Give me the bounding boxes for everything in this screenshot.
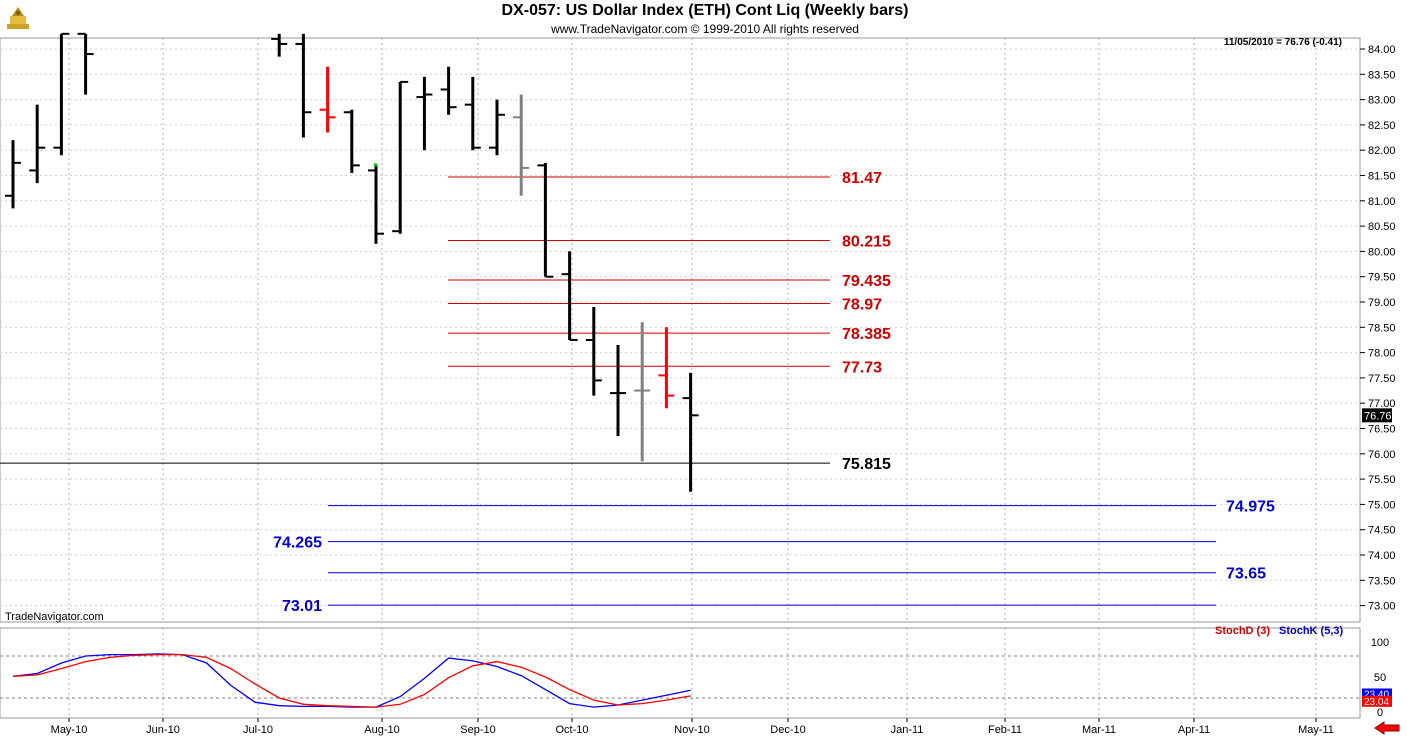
y-tick-label: 77.00: [1368, 398, 1396, 410]
y-tick-label: 79.00: [1368, 297, 1396, 309]
y-tick-label: 83.50: [1368, 69, 1396, 81]
y-tick-label: 74.50: [1368, 525, 1396, 537]
ohlc-bar: [513, 94, 530, 196]
x-tick-label: Oct-10: [555, 724, 588, 736]
x-tick-label: Apr-11: [1178, 724, 1210, 736]
ohlc-bar: [271, 33, 288, 57]
ohlc-bar: [658, 327, 675, 409]
level-label: 73.65: [1226, 566, 1266, 583]
y-tick-label: 78.50: [1368, 322, 1396, 334]
chart-title: DX-057: US Dollar Index (ETH) Cont Liq (…: [501, 2, 909, 19]
level-label: 79.435: [842, 273, 891, 290]
ohlc-bar: [53, 32, 70, 156]
tradenavigator-logo-icon: [7, 7, 29, 29]
x-tick-label: Jul-10: [243, 724, 273, 736]
stochd-legend[interactable]: StochD (3): [1215, 625, 1270, 637]
stoch-y-tick-label: 50: [1374, 672, 1386, 684]
x-tick-label: Aug-10: [364, 724, 399, 736]
ohlc-bar: [5, 140, 21, 209]
y-tick-label: 77.50: [1368, 373, 1396, 385]
level-label: 78.385: [842, 326, 891, 343]
x-tick-label: Jun-10: [146, 724, 180, 736]
y-tick-label: 83.00: [1368, 95, 1396, 107]
last-price-label: 76.76: [1364, 410, 1392, 422]
ohlc-bar: [343, 109, 360, 173]
x-tick-label: Dec-10: [770, 724, 805, 736]
bar-marker: [374, 163, 377, 167]
ohlc-bar: [489, 99, 505, 156]
stochastic-panel: [0, 653, 1360, 708]
y-tick-label: 80.00: [1368, 246, 1396, 258]
stochk-value-label: 23.40: [1364, 690, 1389, 701]
scroll-left-arrow-icon[interactable]: [1374, 721, 1400, 735]
ohlc-bar: [537, 162, 554, 278]
ohlc-bar: [416, 76, 433, 151]
ohlc-bar: [464, 76, 481, 151]
stochd-value-box: [1362, 695, 1392, 707]
y-tick-label: 80.50: [1368, 221, 1396, 233]
x-tick-label: Nov-10: [674, 724, 709, 736]
x-tick-label: May-10: [51, 724, 88, 736]
level-label: 78.97: [842, 297, 882, 314]
price-levels: 81.47 80.215 79.435 78.97 78.385 77.73 75.815 7…: [0, 170, 1275, 615]
ohlc-bar: [682, 372, 699, 492]
level-label: 77.73: [842, 359, 882, 376]
stochd-value-label: 23.04: [1364, 697, 1389, 708]
level-label: 80.215: [842, 234, 891, 251]
y-tick-label: 78.00: [1368, 348, 1396, 360]
ohlc-bar: [319, 66, 336, 133]
y-tick-label: 73.00: [1368, 601, 1396, 613]
chart-subtitle: www.TradeNavigator.com © 1999-2010 All r…: [551, 22, 859, 36]
x-tick-label: Feb-11: [988, 724, 1022, 736]
y-tick-label: 81.00: [1368, 196, 1396, 208]
stochd-line: [12, 653, 691, 708]
grid: [0, 37, 1361, 719]
ohlc-bar: [295, 33, 312, 138]
y-tick-label: 75.50: [1368, 474, 1396, 486]
price-bars: [5, 32, 699, 492]
y-tick-label: 75.00: [1368, 499, 1396, 511]
ohlc-bar: [77, 32, 94, 95]
x-tick-label: May-11: [1298, 724, 1334, 736]
price-readout: 11/05/2010 = 76.76 (-0.41): [1223, 37, 1342, 48]
level-label: 81.47: [842, 170, 882, 187]
level-label: 74.975: [1226, 499, 1275, 516]
ohlc-bar: [585, 307, 602, 396]
y-tick-label: 82.00: [1368, 145, 1396, 157]
ohlc-bar: [29, 104, 46, 184]
y-tick-label: 81.50: [1368, 171, 1396, 183]
stoch-y-tick-label: 100: [1371, 637, 1389, 649]
watermark: TradeNavigator.com: [5, 611, 104, 623]
stochk-value-box: [1362, 688, 1392, 700]
stochk-legend[interactable]: StochK (5,3): [1279, 625, 1344, 637]
stochk-line: [12, 653, 691, 708]
ohlc-bar: [392, 80, 409, 234]
y-tick-label: 82.50: [1368, 120, 1396, 132]
y-tick-label: 76.50: [1368, 424, 1396, 436]
axes: 84.00 83.50 83.00 82.50 82.00 81.50 81.00 80.50…: [51, 44, 1396, 736]
level-label: 73.01: [282, 598, 322, 615]
ohlc-bar: [610, 345, 626, 437]
ohlc-bar: [368, 165, 384, 244]
x-tick-label: Jan-11: [891, 724, 924, 736]
ohlc-bar: [634, 322, 651, 462]
level-label: 74.265: [273, 535, 322, 552]
ohlc-bar: [561, 251, 578, 341]
y-tick-label: 73.50: [1368, 575, 1396, 587]
level-label: 75.815: [842, 456, 891, 473]
ohlc-bar: [440, 66, 457, 115]
y-tick-label: 76.00: [1368, 449, 1396, 461]
price-panel-frame: [0, 37, 1361, 623]
y-tick-label: 84.00: [1368, 44, 1396, 56]
last-price-box: [1362, 408, 1392, 423]
x-tick-label: Mar-11: [1082, 724, 1116, 736]
y-tick-label: 74.00: [1368, 550, 1396, 562]
x-tick-label: Sep-10: [460, 724, 495, 736]
stoch-panel-frame: [0, 627, 1361, 719]
y-tick-label: 79.50: [1368, 272, 1396, 284]
stoch-y-tick-label: 0: [1377, 707, 1383, 719]
